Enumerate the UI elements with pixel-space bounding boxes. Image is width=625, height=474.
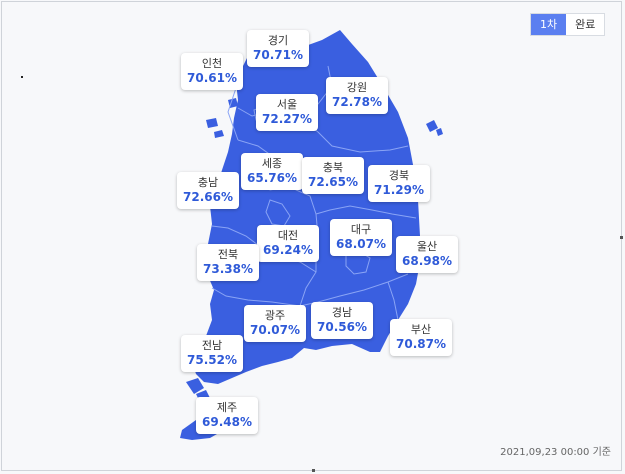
region-name: 전남 <box>201 339 223 352</box>
resize-handle-bottom[interactable] <box>312 469 315 472</box>
region-value: 69.24% <box>263 243 313 257</box>
resize-handle-right[interactable] <box>620 236 623 239</box>
region-value: 71.29% <box>374 183 424 197</box>
label-jeonnam[interactable]: 전남 75.52% <box>181 335 243 372</box>
region-value: 72.27% <box>262 112 312 126</box>
region-name: 서울 <box>276 98 298 111</box>
region-value: 65.76% <box>247 171 297 185</box>
timestamp-footnote: 2021,09,23 00:00 기준 <box>500 447 611 458</box>
incheon-islands <box>206 98 238 138</box>
stray-marker <box>21 76 23 78</box>
southwest-islands <box>186 378 210 402</box>
region-value: 70.07% <box>250 323 300 337</box>
label-gangwon[interactable]: 강원 72.78% <box>326 77 388 114</box>
region-value: 68.98% <box>402 254 452 268</box>
region-name: 제주 <box>216 401 238 414</box>
region-name: 대전 <box>277 229 299 242</box>
region-value: 70.61% <box>187 71 237 85</box>
region-name: 경남 <box>331 306 353 319</box>
round-toggle: 1차 완료 <box>530 13 606 36</box>
region-value: 70.87% <box>396 337 446 351</box>
region-name: 대구 <box>350 223 372 236</box>
label-jeju[interactable]: 제주 69.48% <box>196 397 258 434</box>
toggle-completed[interactable]: 완료 <box>575 18 596 31</box>
region-name: 세종 <box>261 157 283 170</box>
label-gyeongbuk[interactable]: 경북 71.29% <box>368 165 430 202</box>
region-value: 75.52% <box>187 353 237 367</box>
label-incheon[interactable]: 인천 70.61% <box>181 53 243 90</box>
label-daegu[interactable]: 대구 68.07% <box>330 219 392 256</box>
region-name: 인천 <box>201 57 223 70</box>
label-jeonbuk[interactable]: 전북 73.38% <box>197 244 259 281</box>
region-value: 72.65% <box>308 175 358 189</box>
region-value: 70.56% <box>317 320 367 334</box>
label-ulsan[interactable]: 울산 68.98% <box>396 236 458 273</box>
region-name: 경북 <box>388 169 410 182</box>
region-name: 부산 <box>410 323 432 336</box>
region-name: 울산 <box>416 240 438 253</box>
region-value: 68.07% <box>336 237 386 251</box>
label-chungbuk[interactable]: 충북 72.65% <box>302 157 364 194</box>
region-value: 73.38% <box>203 262 253 276</box>
label-chungnam[interactable]: 충남 72.66% <box>177 172 239 209</box>
label-sejong[interactable]: 세종 65.76% <box>241 153 303 190</box>
label-seoul[interactable]: 서울 72.27% <box>256 94 318 131</box>
region-value: 70.71% <box>253 48 303 62</box>
region-name: 광주 <box>264 309 286 322</box>
label-busan[interactable]: 부산 70.87% <box>390 319 452 356</box>
region-name: 경기 <box>267 34 289 47</box>
region-name: 강원 <box>346 81 368 94</box>
label-gwangju[interactable]: 광주 70.07% <box>244 305 306 342</box>
region-value: 72.78% <box>332 95 382 109</box>
region-name: 충북 <box>322 161 344 174</box>
ulleung-island <box>426 120 443 136</box>
region-value: 69.48% <box>202 415 252 429</box>
label-gyeongnam[interactable]: 경남 70.56% <box>311 302 373 339</box>
toggle-first-dose[interactable]: 1차 <box>531 14 567 35</box>
label-gyeonggi[interactable]: 경기 70.71% <box>247 30 309 67</box>
mainland-shape <box>192 30 420 384</box>
region-name: 전북 <box>217 248 239 261</box>
label-daejeon[interactable]: 대전 69.24% <box>257 225 319 262</box>
region-name: 충남 <box>197 176 219 189</box>
region-value: 72.66% <box>183 190 233 204</box>
